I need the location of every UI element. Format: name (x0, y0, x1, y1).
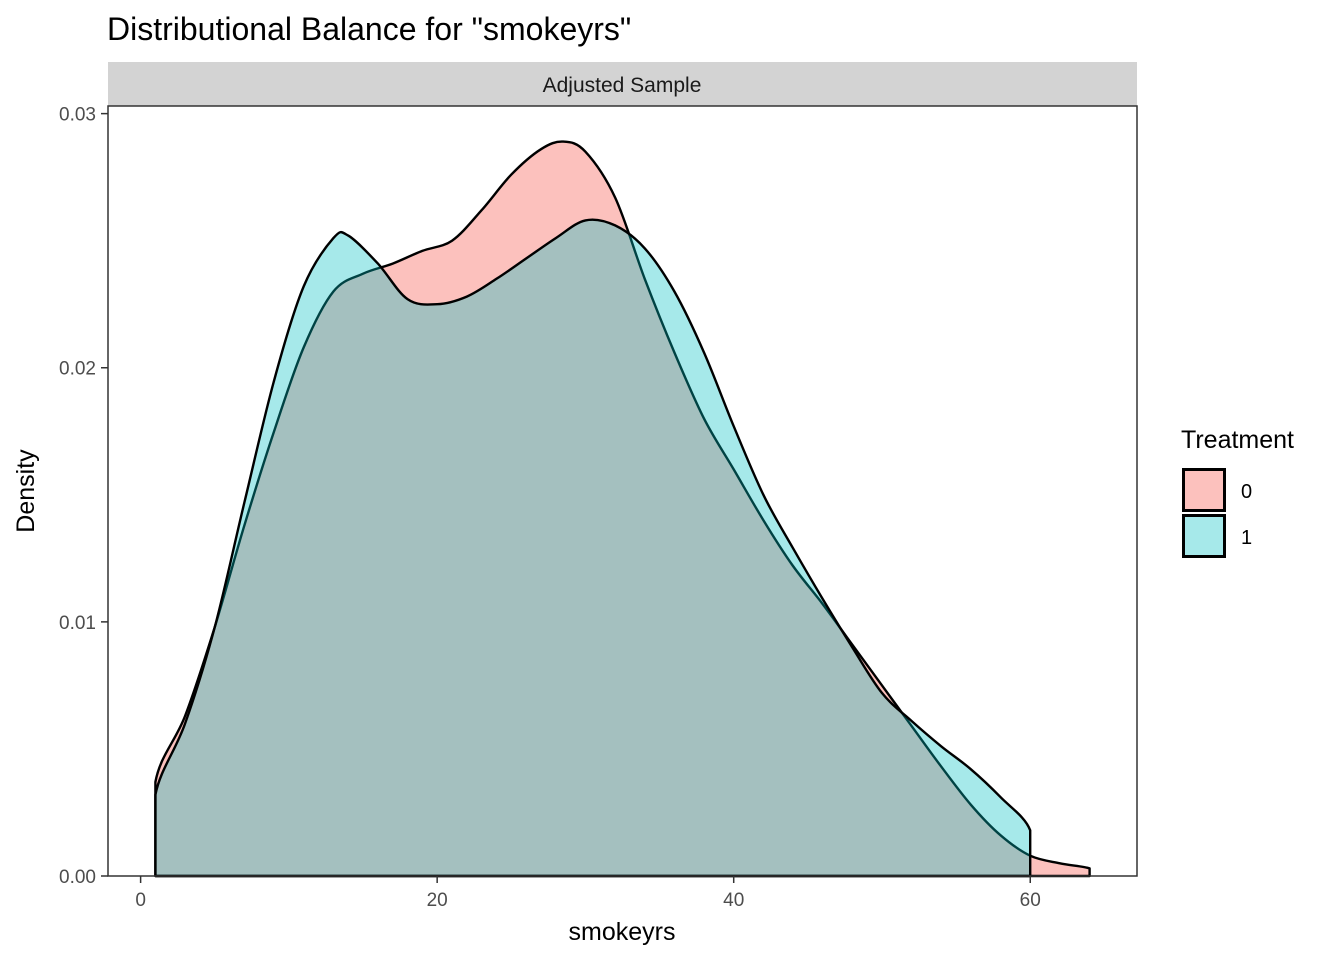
x-tick-label: 60 (1020, 890, 1041, 911)
x-tick-label: 0 (135, 890, 146, 911)
legend-label-treatment-1: 1 (1241, 527, 1252, 549)
y-axis: 0.00 0.01 0.02 0.03 (59, 105, 108, 888)
x-axis-title: smokeyrs (569, 918, 676, 946)
density-area-treatment-0 (154, 140, 1091, 878)
facet-strip (108, 62, 1137, 106)
panel-border (107, 105, 1138, 877)
y-axis-title: Density (12, 449, 40, 533)
y-tick-label: 0.01 (59, 613, 96, 634)
chart-title: Distributional Balance for "smokeyrs" (107, 11, 631, 47)
y-tick-label: 0.02 (59, 359, 96, 380)
y-tick-label: 0.00 (59, 867, 96, 888)
density-areas (154, 140, 1091, 878)
y-tick-label: 0.03 (59, 105, 96, 126)
legend-label-treatment-0: 0 (1241, 481, 1252, 503)
legend: Treatment 0 1 (1181, 426, 1294, 558)
legend-title: Treatment (1181, 426, 1294, 454)
facet-label: Adjusted Sample (543, 74, 702, 97)
legend-key-treatment-1 (1182, 514, 1226, 558)
plot-panel (108, 106, 1137, 876)
legend-key-background (1182, 468, 1226, 512)
density-area-treatment-1 (154, 218, 1032, 878)
legend-key-background (1182, 514, 1226, 558)
x-tick-label: 40 (723, 890, 744, 911)
legend-key-treatment-0 (1182, 468, 1226, 512)
x-axis: 0 20 40 60 (135, 876, 1041, 911)
x-tick-label: 20 (427, 890, 448, 911)
